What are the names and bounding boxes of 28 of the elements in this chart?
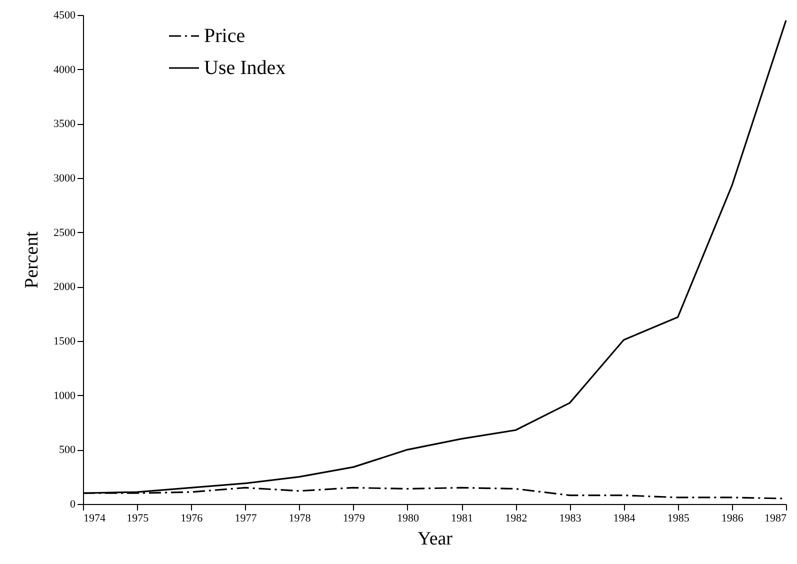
x-tick-label: 1975	[126, 512, 150, 524]
x-tick-label: 1982	[505, 512, 528, 524]
x-tick-label: 1981	[451, 512, 474, 524]
x-tick-label: 1974	[84, 512, 106, 524]
y-tick-label: 3500	[54, 118, 76, 130]
x-tick-label: 1983	[559, 512, 582, 524]
y-tick-label: 0	[70, 498, 76, 510]
x-tick-label: 1980	[396, 512, 420, 524]
x-tick-label: 1979	[342, 512, 366, 524]
y-tick-label: 4000	[54, 64, 76, 76]
x-tick-label: 1984	[613, 512, 636, 524]
y-tick-label: 2000	[54, 281, 76, 294]
x-axis-title: Year	[417, 528, 454, 550]
x-tick-label: 1976	[180, 512, 204, 524]
legend-label: Price	[204, 25, 246, 47]
x-tick-label: 1986	[721, 512, 744, 524]
x-tick-label: 1987	[764, 512, 787, 524]
x-tick-label: 1978	[288, 512, 312, 524]
y-tick-label: 4500	[54, 10, 76, 22]
x-tick-label: 1985	[667, 512, 690, 524]
legend-label: Use Index	[204, 57, 286, 79]
y-tick-label: 500	[59, 444, 76, 456]
y-tick-label: 3000	[54, 172, 76, 184]
y-axis-title: Percent	[22, 230, 42, 288]
y-tick-label: 1000	[54, 390, 76, 402]
y-tick-label: 1500	[54, 336, 76, 348]
x-tick-label: 1977	[234, 512, 258, 524]
y-tick-label: 2500	[54, 226, 76, 239]
